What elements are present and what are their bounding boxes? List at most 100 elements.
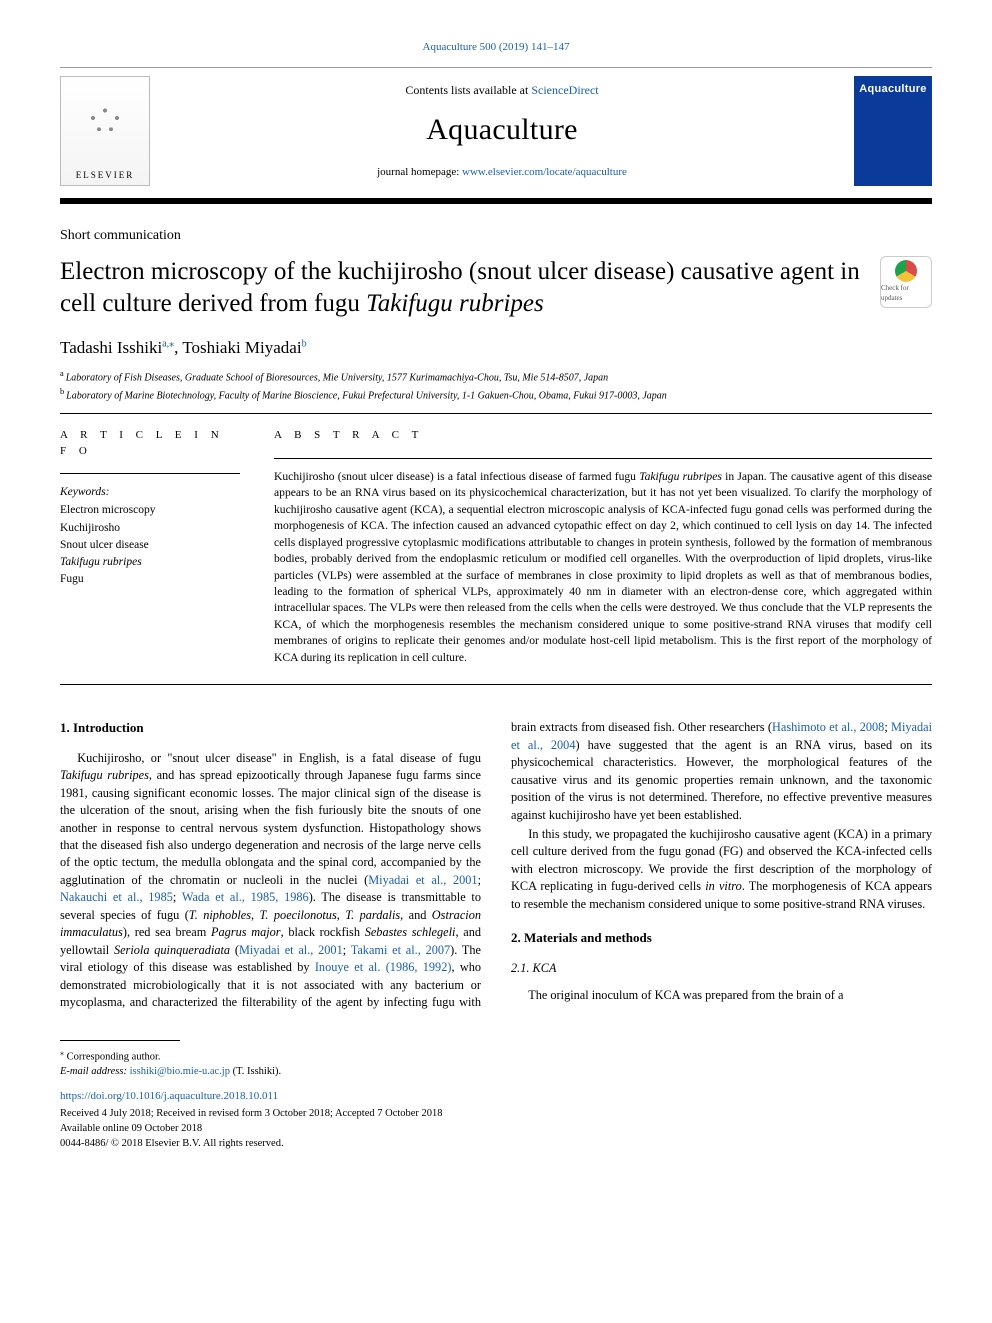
intro-p2: In this study, we propagated the kuchiji… <box>511 826 932 913</box>
title-row: Electron microscopy of the kuchijirosho … <box>60 256 932 320</box>
abstract-text: Kuchijirosho (snout ulcer disease) is a … <box>274 469 932 666</box>
check-updates-badge[interactable]: Check for updates <box>880 256 932 308</box>
journal-cover-label: Aquaculture <box>859 82 926 97</box>
p1e: , black rockfish <box>281 925 365 939</box>
citation-header: Aquaculture 500 (2019) 141–147 <box>60 40 932 55</box>
abstract: A B S T R A C T Kuchijirosho (snout ulce… <box>274 428 932 666</box>
sep: ; <box>173 890 182 904</box>
email-line: E-mail address: isshiki@bio.mie-u.ac.jp … <box>60 1064 932 1079</box>
email-link[interactable]: isshiki@bio.mie-u.ac.jp <box>130 1066 230 1077</box>
section-2-1-head: 2.1. KCA <box>511 960 932 977</box>
journal-title: Aquaculture <box>150 109 854 151</box>
abstract-rule <box>274 458 932 459</box>
thick-rule <box>60 198 932 204</box>
p2-em: in vitro <box>705 879 742 893</box>
sp: Seriola quinqueradiata <box>114 943 230 957</box>
kca-p1: The original inoculum of KCA was prepare… <box>511 987 932 1004</box>
elsevier-logo: ELSEVIER <box>60 76 150 186</box>
masthead: ELSEVIER Contents lists available at Sci… <box>60 67 932 192</box>
affil-b-text: Laboratory of Marine Biotechnology, Facu… <box>66 390 667 401</box>
author-2: , Toshiaki Miyadai <box>174 338 301 357</box>
citation-link[interactable]: Aquaculture 500 (2019) 141–147 <box>423 41 570 53</box>
publisher-name: ELSEVIER <box>76 169 135 182</box>
sp: T. pardalis <box>345 908 400 922</box>
sep: , <box>251 908 259 922</box>
doi-link[interactable]: https://doi.org/10.1016/j.aquaculture.20… <box>60 1089 932 1105</box>
article-title: Electron microscopy of the kuchijirosho … <box>60 256 860 320</box>
rule-above-abstract <box>60 413 932 414</box>
corr-text: Corresponding author. <box>64 1051 161 1062</box>
ref-takami-2007[interactable]: Takami et al., 2007 <box>351 943 450 957</box>
sep: , <box>337 908 345 922</box>
rule-below-abstract <box>60 684 932 685</box>
article-info-head: A R T I C L E I N F O <box>60 428 240 459</box>
ref-nakauchi-1985[interactable]: Nakauchi et al., 1985 <box>60 890 173 904</box>
abs-pre: Kuchijirosho (snout ulcer disease) is a … <box>274 470 639 483</box>
info-abstract-row: A R T I C L E I N F O Keywords: Electron… <box>60 428 932 666</box>
journal-cover: Aquaculture <box>854 76 932 186</box>
corresponding-author: ⁎ Corresponding author. <box>60 1047 932 1065</box>
email-label: E-mail address: <box>60 1066 130 1077</box>
kw-item: Electron microscopy <box>60 502 240 519</box>
crossmark-icon <box>895 260 917 282</box>
pub-dates: Received 4 July 2018; Received in revise… <box>60 1107 932 1122</box>
contents-line: Contents lists available at ScienceDirec… <box>150 82 854 99</box>
kw-item: Takifugu rubripes <box>60 554 240 571</box>
p1g: ( <box>230 943 239 957</box>
sciencedirect-link[interactable]: ScienceDirect <box>531 83 598 97</box>
p1j: ) have suggested that the agent is an RN… <box>511 738 932 822</box>
sp: T. poecilonotus <box>260 908 337 922</box>
document-type: Short communication <box>60 226 932 246</box>
ref-wada-1985[interactable]: Wada et al., 1985, 1986 <box>182 890 309 904</box>
abs-post: in Japan. The causative agent of this di… <box>274 470 932 664</box>
author-1: Tadashi Isshiki <box>60 338 162 357</box>
keywords-head: Keywords: <box>60 484 240 500</box>
kw-item: Snout ulcer disease <box>60 537 240 554</box>
contents-prefix: Contents lists available at <box>405 83 531 97</box>
keywords-list: Electron microscopy Kuchijirosho Snout u… <box>60 502 240 588</box>
kw-species: Takifugu rubripes <box>60 556 142 568</box>
title-species: Takifugu rubripes <box>366 290 544 317</box>
p1a: Kuchijirosho, or "snout ulcer disease" i… <box>77 751 481 765</box>
homepage-link[interactable]: www.elsevier.com/locate/aquaculture <box>462 166 627 178</box>
body-columns: 1. Introduction Kuchijirosho, or "snout … <box>60 719 932 1011</box>
sep: ; <box>343 943 351 957</box>
info-rule <box>60 473 240 474</box>
homepage-line: journal homepage: www.elsevier.com/locat… <box>150 165 854 180</box>
masthead-center: Contents lists available at ScienceDirec… <box>150 82 854 180</box>
check-updates-label: Check for updates <box>881 284 931 304</box>
kw-item: Fugu <box>60 571 240 588</box>
ref-miyadai-2001[interactable]: Miyadai et al., 2001 <box>368 873 477 887</box>
sep: ; <box>478 873 481 887</box>
pub-issn: 0044-8486/ © 2018 Elsevier B.V. All righ… <box>60 1137 932 1152</box>
section-1-head: 1. Introduction <box>60 719 481 737</box>
ref-inouye-1986[interactable]: Inouye et al. (1986, 1992) <box>315 960 452 974</box>
author-2-affil[interactable]: b <box>302 338 307 349</box>
sp: Pagrus major <box>211 925 281 939</box>
affil-b: bLaboratory of Marine Biotechnology, Fac… <box>60 386 932 404</box>
abstract-head: A B S T R A C T <box>274 428 932 443</box>
pub-online: Available online 09 October 2018 <box>60 1122 932 1137</box>
article-info: A R T I C L E I N F O Keywords: Electron… <box>60 428 240 666</box>
sep: , and <box>400 908 432 922</box>
p1d: ), red sea bream <box>123 925 211 939</box>
elsevier-tree-icon <box>75 88 135 163</box>
ref-miyadai-2001b[interactable]: Miyadai et al., 2001 <box>239 943 343 957</box>
section-2-head: 2. Materials and methods <box>511 929 932 947</box>
footnotes: ⁎ Corresponding author. E-mail address: … <box>60 1047 932 1152</box>
abs-species: Takifugu rubripes <box>639 470 722 483</box>
sep: ; <box>884 720 891 734</box>
authors: Tadashi Isshikia,⁎, Toshiaki Miyadaib <box>60 336 932 360</box>
sp: T. niphobles <box>189 908 251 922</box>
kw-item: Kuchijirosho <box>60 520 240 537</box>
p1-species: Takifugu rubripes <box>60 768 149 782</box>
affil-a-text: Laboratory of Fish Diseases, Graduate Sc… <box>66 372 608 383</box>
affiliations: aLaboratory of Fish Diseases, Graduate S… <box>60 368 932 404</box>
ref-hashimoto-2008[interactable]: Hashimoto et al., 2008 <box>772 720 884 734</box>
email-who: (T. Isshiki). <box>230 1066 281 1077</box>
affil-a: aLaboratory of Fish Diseases, Graduate S… <box>60 368 932 386</box>
sp: Sebastes schlegeli <box>365 925 456 939</box>
homepage-prefix: journal homepage: <box>377 166 462 178</box>
p1b: , and has spread epizootically through J… <box>60 768 481 887</box>
footnote-rule <box>60 1040 180 1041</box>
